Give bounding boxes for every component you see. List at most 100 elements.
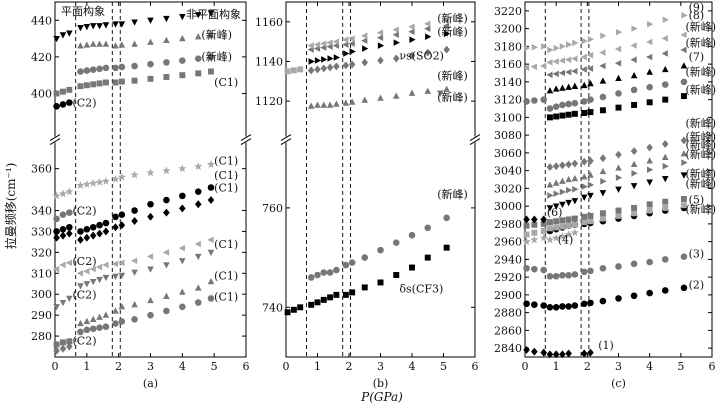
data-point bbox=[178, 164, 187, 173]
y-tick-label: 2960 bbox=[494, 236, 522, 249]
data-point bbox=[443, 22, 450, 30]
data-point bbox=[320, 269, 328, 276]
data-point bbox=[424, 254, 431, 261]
data-point bbox=[553, 224, 560, 231]
data-point bbox=[307, 102, 315, 109]
data-point bbox=[443, 17, 450, 25]
data-point bbox=[163, 59, 170, 66]
data-point bbox=[349, 289, 356, 296]
data-point bbox=[320, 101, 328, 108]
panel-label: (b) bbox=[373, 377, 389, 390]
annotation-label: (C1) bbox=[214, 182, 238, 195]
data-point bbox=[53, 102, 60, 110]
panel-b-frame bbox=[285, 1, 476, 358]
annotation-label: (C2) bbox=[73, 255, 97, 268]
x-tick-label: 5 bbox=[211, 360, 218, 373]
data-point bbox=[680, 150, 688, 157]
data-point bbox=[83, 67, 91, 74]
y-tick-label: 2940 bbox=[494, 253, 522, 266]
data-point bbox=[599, 210, 606, 217]
data-point bbox=[531, 215, 538, 224]
x-tick-label: 2 bbox=[584, 360, 591, 373]
data-point bbox=[552, 85, 560, 92]
data-point bbox=[52, 265, 60, 273]
data-point bbox=[408, 231, 416, 239]
data-point bbox=[553, 44, 560, 52]
data-point bbox=[348, 98, 356, 105]
data-point bbox=[163, 36, 170, 44]
data-point bbox=[580, 66, 587, 73]
x-tick-label: 6 bbox=[472, 360, 479, 373]
annotation-label: (新峰) bbox=[437, 187, 468, 201]
data-point bbox=[437, 90, 444, 97]
x-tick-label: 5 bbox=[677, 360, 684, 373]
data-point bbox=[631, 204, 638, 211]
data-point bbox=[540, 215, 547, 224]
data-point bbox=[53, 341, 60, 348]
annotation-label: (新峰) bbox=[437, 11, 468, 25]
data-point bbox=[558, 57, 566, 64]
data-point bbox=[581, 109, 588, 116]
data-point bbox=[571, 82, 579, 89]
data-point bbox=[531, 97, 538, 104]
y-tick-label: 3000 bbox=[494, 200, 522, 213]
data-point bbox=[552, 304, 560, 311]
data-point bbox=[118, 211, 126, 219]
data-point bbox=[559, 201, 566, 208]
data-point bbox=[147, 60, 154, 68]
data-point bbox=[313, 41, 321, 48]
data-point bbox=[89, 40, 97, 47]
data-point bbox=[565, 56, 572, 63]
data-point bbox=[444, 30, 451, 38]
data-point bbox=[661, 35, 668, 42]
annotation-label: (C2) bbox=[73, 96, 97, 109]
data-point bbox=[559, 188, 567, 196]
y-tick-label: 2840 bbox=[494, 342, 522, 355]
data-point bbox=[586, 65, 594, 72]
data-point bbox=[333, 266, 340, 274]
data-point bbox=[546, 225, 553, 232]
data-point bbox=[565, 349, 572, 358]
data-point bbox=[361, 58, 369, 67]
data-point bbox=[66, 342, 73, 351]
data-point bbox=[83, 233, 91, 242]
data-point bbox=[102, 261, 109, 269]
data-point bbox=[83, 281, 91, 288]
data-point bbox=[52, 191, 61, 200]
data-point bbox=[631, 101, 638, 108]
annotation-label: (新峰) bbox=[686, 137, 717, 151]
data-point bbox=[646, 179, 653, 186]
data-point bbox=[443, 45, 450, 54]
data-point bbox=[179, 288, 186, 295]
annotation-label: (新峰) bbox=[686, 167, 717, 181]
y-tick-label: 340 bbox=[31, 205, 52, 218]
data-point bbox=[581, 219, 588, 226]
data-point bbox=[76, 269, 84, 277]
data-point bbox=[443, 214, 450, 222]
data-point bbox=[77, 328, 84, 336]
y-tick-label: 320 bbox=[31, 246, 52, 259]
data-point bbox=[361, 254, 369, 261]
data-point bbox=[163, 262, 170, 269]
data-point bbox=[580, 157, 588, 166]
data-point bbox=[102, 40, 110, 47]
data-point bbox=[102, 311, 110, 318]
data-point bbox=[661, 153, 669, 160]
data-point bbox=[393, 272, 400, 278]
data-point bbox=[96, 80, 103, 87]
data-point bbox=[83, 82, 90, 89]
data-point bbox=[342, 61, 350, 70]
annotation-label: (9) bbox=[689, 1, 705, 14]
data-point bbox=[559, 272, 566, 279]
data-point bbox=[661, 50, 668, 57]
data-point bbox=[102, 227, 110, 236]
panel-a-axis-break-mark bbox=[49, 134, 61, 141]
data-point bbox=[59, 32, 67, 39]
phase-label-planar: 平面构象 bbox=[61, 4, 105, 18]
annotation-label: (新峰) bbox=[686, 202, 717, 216]
data-point bbox=[424, 25, 431, 33]
data-point bbox=[118, 272, 126, 280]
data-point bbox=[599, 167, 607, 175]
y-tick-label: 3080 bbox=[494, 129, 522, 142]
data-point bbox=[559, 101, 566, 109]
